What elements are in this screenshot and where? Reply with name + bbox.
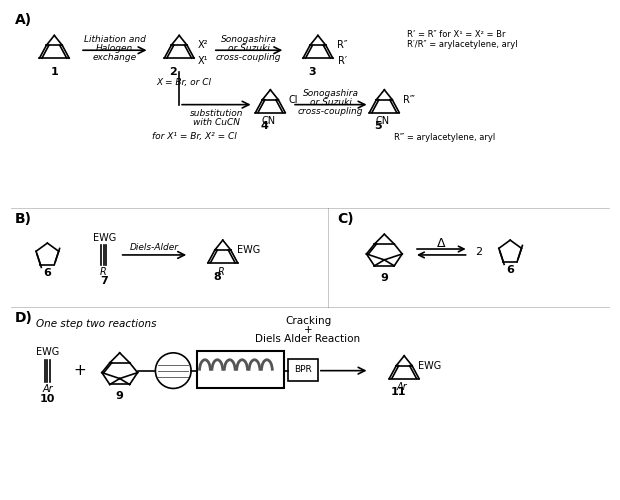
Bar bbox=[197, 351, 284, 389]
Text: or Suzuki: or Suzuki bbox=[310, 98, 352, 107]
Text: for X¹ = Br, X² = Cl: for X¹ = Br, X² = Cl bbox=[152, 132, 236, 141]
Text: D): D) bbox=[15, 312, 32, 326]
Text: R: R bbox=[99, 267, 106, 277]
Text: 8: 8 bbox=[213, 272, 221, 281]
Text: One step two reactions: One step two reactions bbox=[37, 319, 157, 329]
Text: EWG: EWG bbox=[237, 245, 260, 255]
Text: X²: X² bbox=[198, 40, 208, 50]
Text: +: + bbox=[304, 325, 312, 335]
Text: Halogen: Halogen bbox=[96, 44, 133, 53]
Text: R: R bbox=[218, 267, 224, 277]
Text: 5: 5 bbox=[374, 122, 382, 132]
Bar bbox=[288, 359, 318, 380]
Text: substitution: substitution bbox=[190, 109, 244, 118]
Text: EWG: EWG bbox=[93, 233, 117, 243]
Text: 3: 3 bbox=[308, 67, 316, 77]
Text: R′/R″ = arylacetylene, aryl: R′/R″ = arylacetylene, aryl bbox=[407, 40, 518, 49]
Text: R‴: R‴ bbox=[403, 94, 415, 104]
Text: Diels Alder Reaction: Diels Alder Reaction bbox=[255, 334, 361, 344]
Text: 10: 10 bbox=[40, 394, 55, 404]
Text: BPR: BPR bbox=[294, 365, 312, 374]
Text: 7: 7 bbox=[100, 276, 108, 285]
Text: R″: R″ bbox=[337, 40, 348, 50]
Text: C): C) bbox=[338, 212, 355, 226]
Text: 11: 11 bbox=[391, 388, 406, 398]
Text: R’ = R″ for X¹ = X² = Br: R’ = R″ for X¹ = X² = Br bbox=[407, 30, 506, 39]
Text: Ar: Ar bbox=[397, 382, 407, 392]
Text: X¹: X¹ bbox=[198, 56, 208, 66]
Text: Diels-Alder: Diels-Alder bbox=[130, 242, 179, 252]
Text: A): A) bbox=[15, 12, 32, 26]
Text: Δ: Δ bbox=[436, 236, 445, 250]
Text: 9: 9 bbox=[116, 392, 123, 402]
Text: Sonogashira: Sonogashira bbox=[303, 90, 359, 98]
Text: CN: CN bbox=[261, 116, 275, 126]
Text: X = Br, or Cl: X = Br, or Cl bbox=[157, 78, 211, 88]
Text: Cl: Cl bbox=[288, 94, 298, 104]
Text: R′: R′ bbox=[338, 56, 347, 66]
Text: cross-coupling: cross-coupling bbox=[298, 107, 363, 116]
Text: 1: 1 bbox=[50, 67, 58, 77]
Text: EWG: EWG bbox=[36, 347, 59, 357]
Text: CN: CN bbox=[375, 116, 389, 126]
Text: R‴ = arylacetylene, aryl: R‴ = arylacetylene, aryl bbox=[394, 133, 495, 142]
Text: 2: 2 bbox=[169, 67, 177, 77]
Text: with CuCN: with CuCN bbox=[193, 118, 241, 127]
Text: +: + bbox=[74, 363, 86, 378]
Text: 6: 6 bbox=[43, 268, 51, 278]
Text: EWG: EWG bbox=[418, 360, 441, 370]
Text: cross-coupling: cross-coupling bbox=[216, 52, 281, 62]
Text: 2: 2 bbox=[475, 247, 482, 257]
Text: Cracking: Cracking bbox=[285, 316, 331, 326]
Text: exchange: exchange bbox=[93, 52, 137, 62]
Text: Ar: Ar bbox=[42, 384, 53, 394]
Text: or Suzuki: or Suzuki bbox=[228, 44, 270, 53]
Text: Lithiation and: Lithiation and bbox=[84, 35, 146, 44]
Text: 4: 4 bbox=[260, 122, 268, 132]
Text: 6: 6 bbox=[507, 265, 514, 275]
Text: Sonogashira: Sonogashira bbox=[221, 35, 277, 44]
Text: 9: 9 bbox=[381, 272, 388, 282]
Text: B): B) bbox=[15, 212, 32, 226]
